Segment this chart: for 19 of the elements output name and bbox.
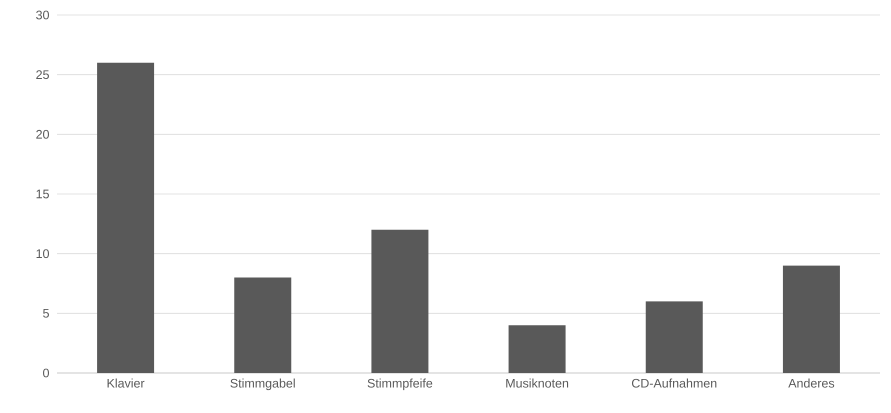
y-tick-label: 25 [36,70,49,80]
x-tick-label: Klavier [108,378,144,388]
bar [508,325,566,373]
bar [782,266,840,373]
bar [97,62,154,373]
y-tick-label: 15 [36,190,49,198]
x-tick-label: Stimmpfeife [368,378,432,390]
bar [371,230,428,373]
y-tick-label: 20 [36,130,49,139]
y-tick-label: 10 [36,249,49,258]
x-tick-label: CD-Aufnahmen [632,378,716,388]
bar [234,278,292,373]
x-tick-label: Stimmgabel [230,378,295,390]
y-tick-label: 30 [36,10,49,20]
bar [646,301,703,373]
y-tick-label: 0 [43,368,49,378]
x-tick-label: Anderes [788,378,834,388]
y-tick-label: 5 [43,308,49,318]
x-tick-label: Musiknoten [506,378,568,388]
